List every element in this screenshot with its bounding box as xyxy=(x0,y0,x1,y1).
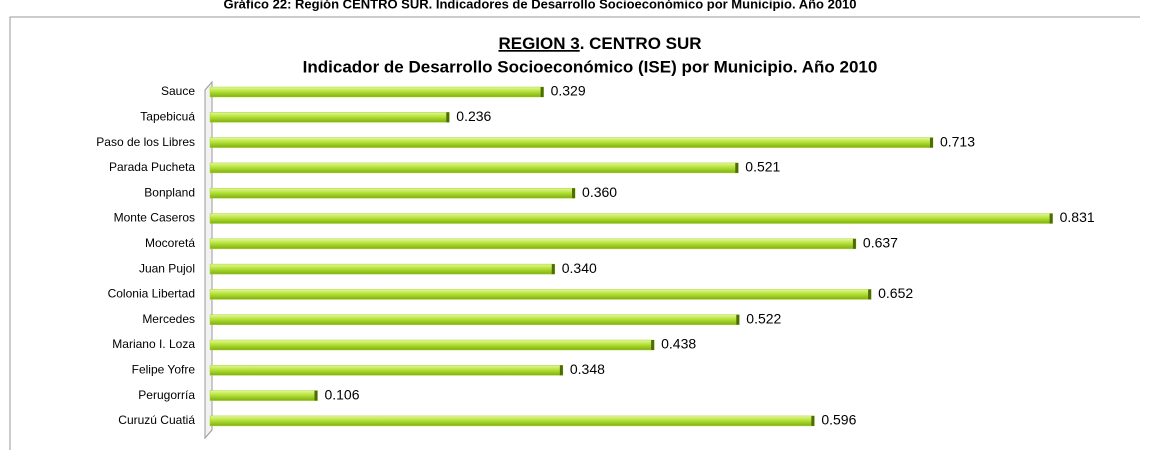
title-rest: . CENTRO SUR xyxy=(580,34,702,53)
bar-end xyxy=(559,365,563,376)
y-tick-label: Curuzú Cuatiá xyxy=(118,413,195,427)
bar xyxy=(209,314,740,325)
bar-end xyxy=(736,314,740,325)
y-tick-label: Mocoretá xyxy=(145,236,195,250)
axis-wall xyxy=(204,80,213,440)
y-tick-label: Colonia Libertad xyxy=(108,287,195,301)
value-label: 0.831 xyxy=(1060,209,1095,225)
bar xyxy=(209,339,655,351)
bar-end xyxy=(551,264,555,275)
value-label: 0.713 xyxy=(940,133,975,149)
caption: Gráfico 22: Región CENTRO SUR. Indicador… xyxy=(223,0,856,11)
bar xyxy=(209,415,815,427)
bar xyxy=(209,238,857,250)
y-tick-label: Paso de los Libres xyxy=(96,135,195,149)
bar xyxy=(209,289,872,300)
bar-end xyxy=(929,137,933,148)
y-tick-label: Juan Pujol xyxy=(139,261,195,275)
value-label: 0.521 xyxy=(745,159,780,175)
bar xyxy=(209,365,564,376)
value-label: 0.329 xyxy=(551,83,586,99)
bar-end xyxy=(651,340,655,350)
y-tick-label: Felipe Yofre xyxy=(132,362,196,376)
value-label: 0.360 xyxy=(582,184,617,200)
bar-end xyxy=(314,390,318,401)
bar-end xyxy=(735,162,739,173)
bar-end xyxy=(852,238,856,249)
bar xyxy=(209,162,739,174)
bar xyxy=(209,390,318,401)
y-tick-label: Monte Caseros xyxy=(114,211,195,225)
bar-end xyxy=(446,112,450,123)
y-tick-label: Tapebicuá xyxy=(140,109,195,123)
bar xyxy=(209,263,556,275)
value-label: 0.106 xyxy=(324,386,359,402)
value-label: 0.348 xyxy=(570,361,605,377)
frame xyxy=(9,16,1140,450)
bar-end xyxy=(868,289,872,300)
y-tick-label: Sauce xyxy=(161,84,195,98)
y-tick-label: Perugorría xyxy=(138,388,195,402)
value-label: 0.637 xyxy=(863,235,898,251)
value-label: 0.522 xyxy=(746,310,781,326)
bar xyxy=(209,213,1053,224)
y-tick-label: Mercedes xyxy=(142,312,195,326)
y-tick-label: Bonpland xyxy=(144,185,195,199)
bar xyxy=(209,112,450,123)
y-tick-label: Parada Pucheta xyxy=(109,160,195,174)
bar xyxy=(209,187,576,199)
bar xyxy=(209,137,934,148)
bar-end xyxy=(811,415,815,426)
value-label: 0.596 xyxy=(821,412,856,428)
value-label: 0.340 xyxy=(562,260,597,276)
bar-end xyxy=(1049,213,1053,224)
y-tick-label: Mariano I. Loza xyxy=(112,337,195,351)
bar-end xyxy=(572,188,576,199)
value-label: 0.652 xyxy=(878,285,913,301)
value-label: 0.438 xyxy=(661,336,696,352)
value-label: 0.236 xyxy=(456,108,491,124)
bar-end xyxy=(540,87,544,97)
chart-title: REGION 3. CENTRO SUR xyxy=(498,34,701,53)
title-underlined: REGION 3 xyxy=(498,34,579,53)
bar xyxy=(209,86,544,98)
chart-subtitle: Indicador de Desarrollo Socioeconómico (… xyxy=(303,57,878,76)
